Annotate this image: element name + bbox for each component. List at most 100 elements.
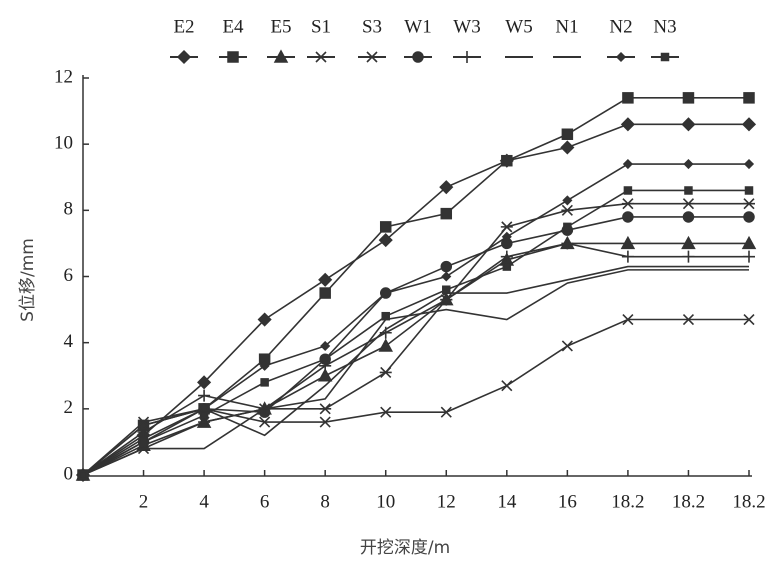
marker	[366, 51, 378, 63]
series-line	[82, 202, 749, 476]
marker	[743, 92, 755, 104]
marker	[681, 235, 696, 250]
marker	[440, 260, 453, 273]
marker	[260, 378, 269, 387]
marker	[620, 117, 635, 132]
x-tick-label: 18.2	[672, 491, 705, 512]
marker	[501, 231, 512, 242]
legend-label: E2	[173, 16, 194, 37]
x-tick-label: 16	[558, 491, 577, 512]
marker	[743, 250, 755, 263]
marker	[741, 235, 757, 250]
marker	[682, 198, 695, 210]
marker	[562, 195, 573, 206]
marker	[259, 360, 270, 371]
marker	[622, 158, 633, 170]
marker	[561, 128, 574, 140]
marker	[78, 470, 88, 480]
legend-label: E4	[222, 16, 244, 37]
marker	[563, 222, 572, 232]
marker	[379, 221, 392, 233]
legend-label: N3	[653, 16, 676, 37]
marker	[138, 420, 149, 431]
x-tick-label: 18.2	[611, 491, 644, 512]
marker	[681, 117, 696, 132]
legend-label: W5	[505, 16, 532, 37]
legend-label: S1	[311, 16, 331, 37]
marker	[502, 262, 512, 271]
marker	[199, 411, 209, 420]
y-tick-label: 2	[64, 397, 74, 418]
x-tick-label: 6	[260, 491, 270, 512]
marker	[743, 198, 755, 210]
marker	[315, 51, 327, 63]
x-tick-label: 8	[320, 491, 330, 512]
marker	[500, 250, 513, 263]
marker	[622, 92, 634, 104]
marker	[198, 389, 211, 402]
legend-label: S3	[362, 16, 382, 37]
marker	[439, 180, 454, 195]
legend-label: N2	[609, 16, 632, 37]
marker	[319, 403, 332, 415]
marker	[561, 237, 574, 250]
marker	[378, 338, 393, 352]
marker	[197, 375, 212, 390]
series-line	[82, 163, 749, 476]
marker	[615, 51, 627, 63]
marker	[440, 406, 452, 418]
marker	[257, 312, 272, 327]
marker	[744, 186, 754, 195]
marker	[622, 313, 634, 326]
y-tick-label: 6	[64, 265, 74, 286]
marker	[379, 366, 392, 379]
marker	[621, 198, 634, 210]
y-tick-label: 4	[64, 331, 74, 352]
legend-label: E5	[270, 16, 291, 37]
x-tick-label: 10	[376, 491, 395, 512]
legend-label: W3	[453, 16, 480, 37]
x-tick-label: 18.2	[732, 491, 765, 512]
y-axis-label: S位移/mm	[18, 238, 38, 322]
x-tick-label: 14	[497, 491, 517, 512]
marker	[622, 211, 634, 223]
marker	[683, 158, 694, 170]
marker	[741, 117, 757, 132]
marker	[412, 51, 424, 63]
marker	[378, 233, 393, 248]
marker	[684, 186, 693, 195]
x-tick-label: 12	[437, 491, 456, 512]
series-line	[82, 189, 749, 476]
marker	[743, 158, 755, 170]
marker	[621, 250, 634, 263]
y-tick-label: 10	[54, 133, 73, 154]
marker	[461, 51, 473, 63]
y-tick-label: 0	[64, 463, 74, 484]
marker	[500, 221, 513, 233]
series-line	[82, 265, 749, 476]
marker	[561, 204, 574, 216]
marker	[319, 416, 331, 428]
marker	[623, 186, 633, 195]
marker	[560, 140, 575, 155]
marker	[743, 313, 755, 326]
marker	[442, 285, 451, 294]
y-tick-label: 12	[54, 66, 73, 87]
series-line	[82, 269, 749, 476]
marker	[318, 272, 333, 287]
marker	[682, 250, 695, 263]
series-line	[82, 242, 749, 476]
marker	[381, 311, 390, 321]
marker	[660, 52, 670, 62]
legend-label: W1	[404, 16, 431, 37]
x-axis-label: 开挖深度/m	[360, 538, 450, 558]
marker	[317, 368, 333, 382]
series-line	[82, 123, 749, 476]
legend-label: N1	[555, 16, 578, 37]
marker	[273, 49, 289, 63]
marker	[620, 235, 636, 250]
marker	[176, 49, 192, 65]
marker	[501, 154, 513, 167]
